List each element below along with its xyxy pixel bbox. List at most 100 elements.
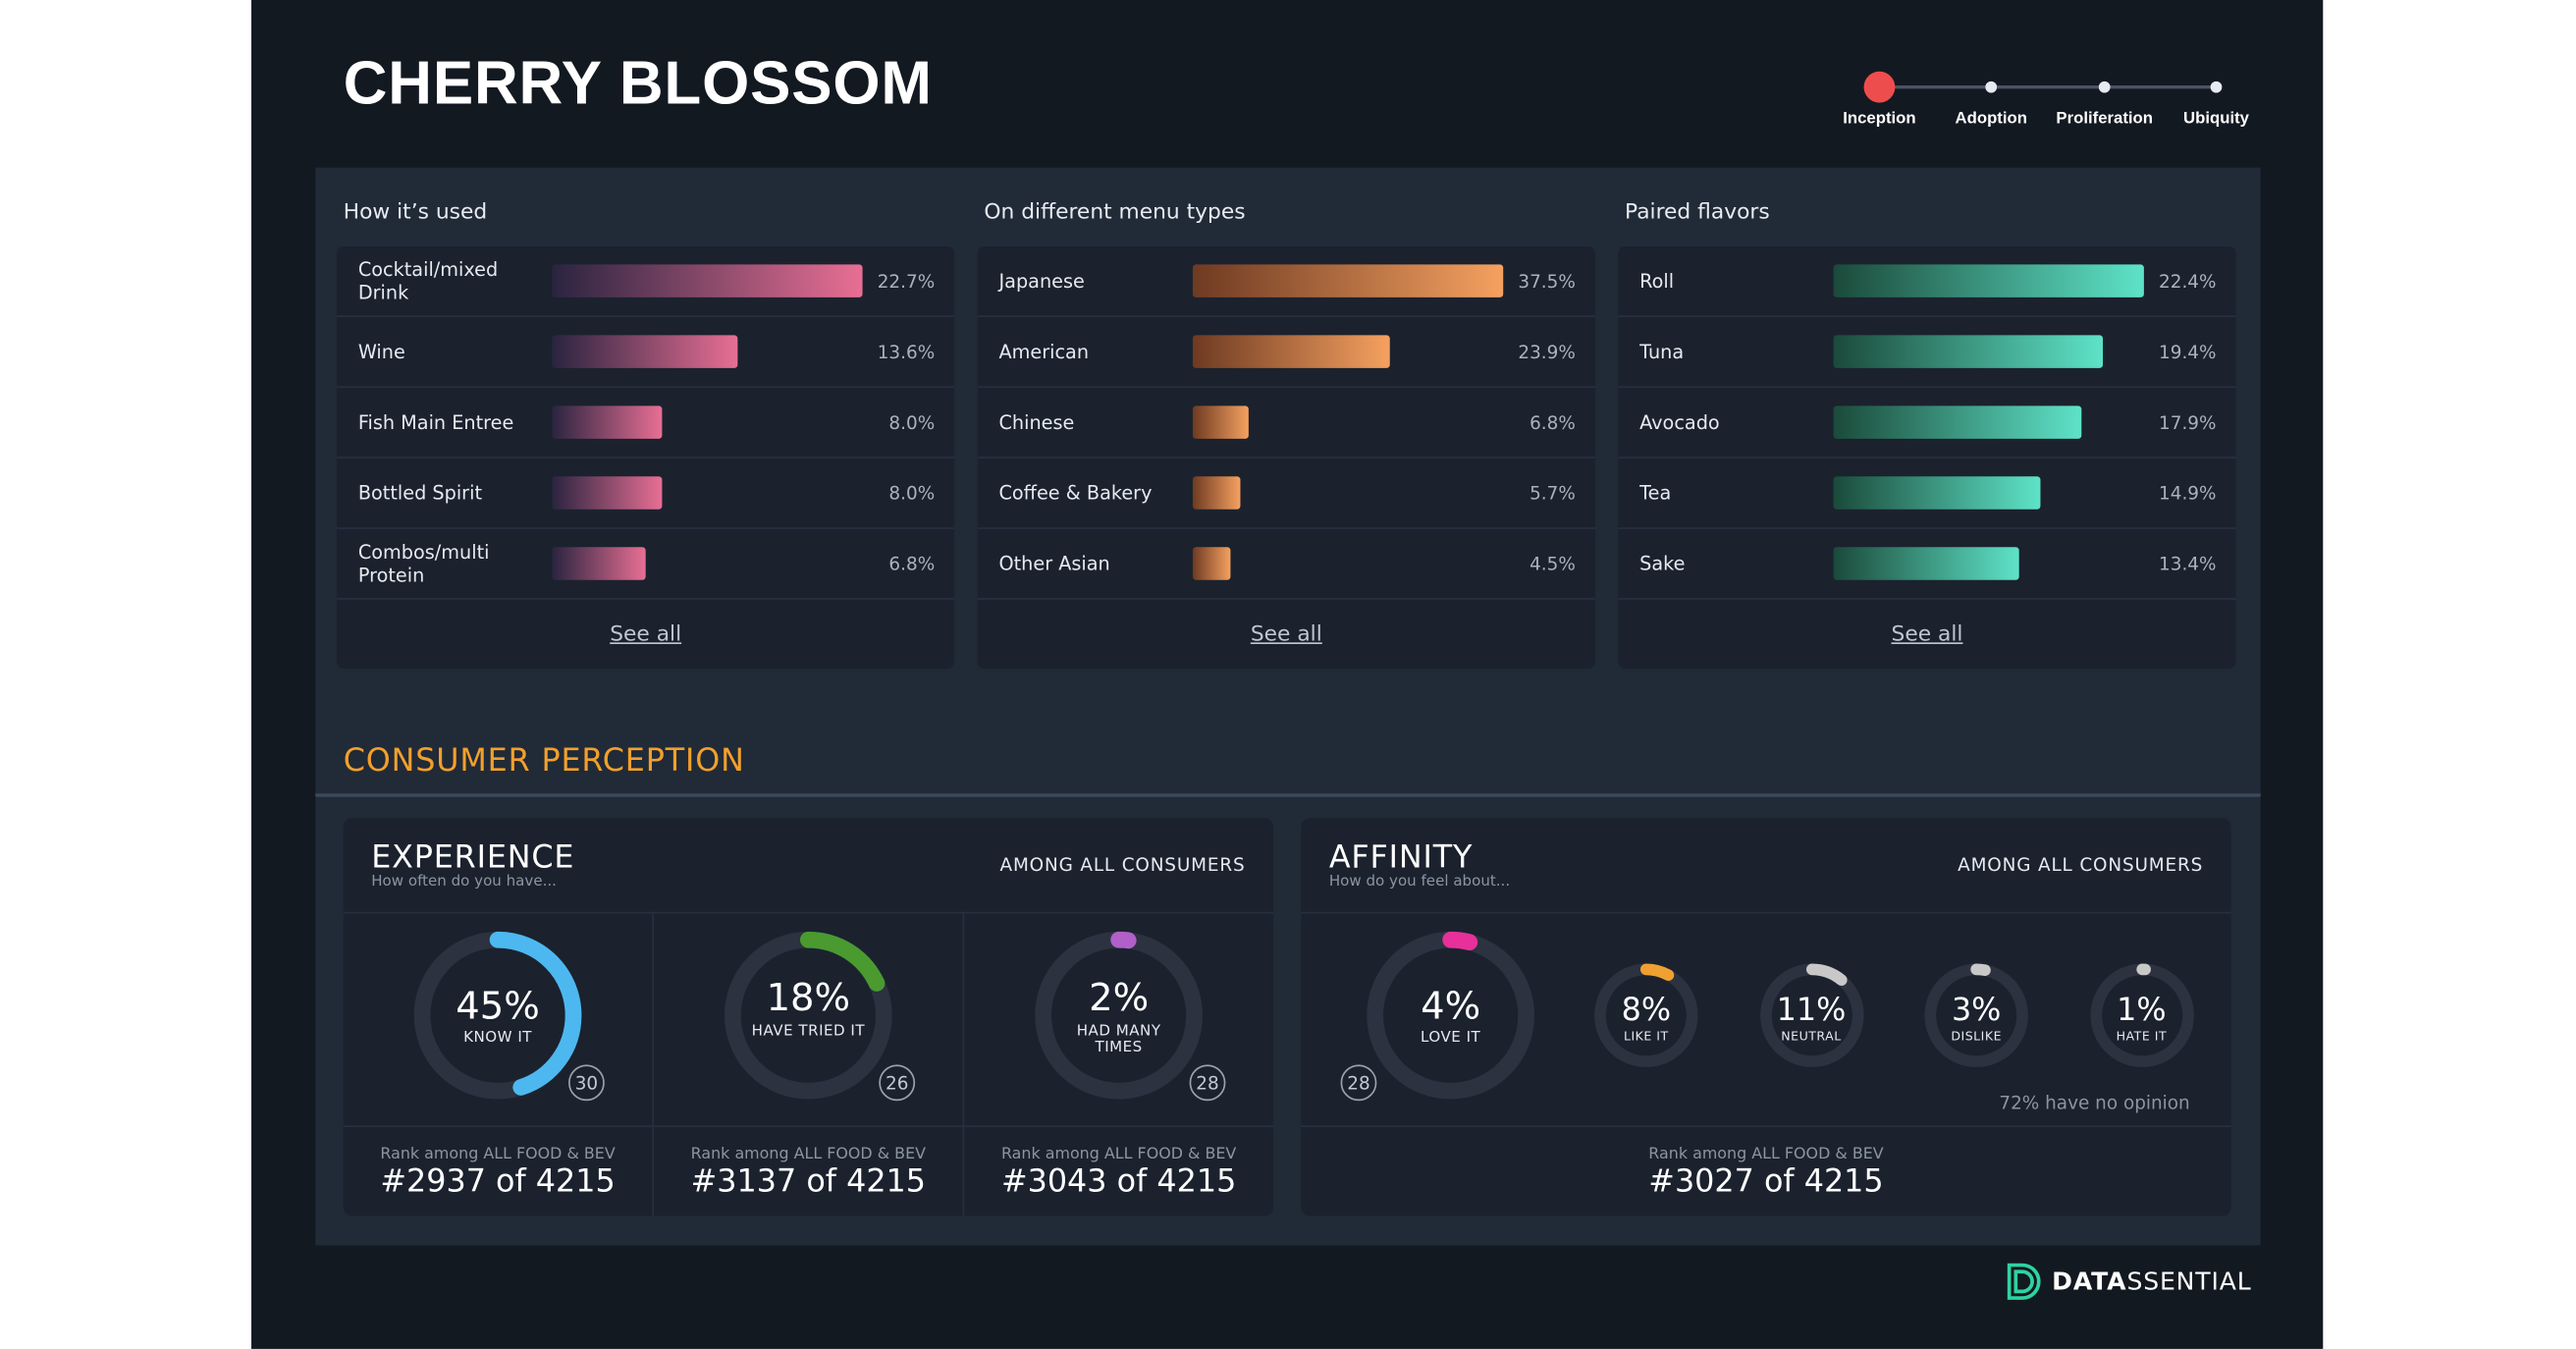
bar: [1833, 335, 2103, 368]
row-label: Wine: [357, 340, 405, 363]
table-row: Japanese 37.5%: [977, 246, 1595, 317]
donut-percent: 8%: [1621, 992, 1672, 1029]
donut-arc: [1594, 963, 1698, 1067]
consumer-perception-title: CONSUMER PERCEPTION: [343, 742, 745, 780]
affinity-rank-value: #3027 of 4215: [1648, 1162, 1884, 1200]
row-label: Bottled Spirit: [357, 481, 483, 505]
donut-label: KNOW IT: [463, 1030, 532, 1048]
donut-arc: [724, 931, 892, 1100]
rank-label: Rank among ALL FOOD & BEV: [380, 1145, 616, 1163]
experience-among-label: AMONG ALL CONSUMERS: [999, 854, 1246, 876]
row-label: Tea: [1639, 481, 1672, 505]
stage-label-proliferation: Proliferation: [2056, 110, 2154, 129]
row-value: 19.4%: [2159, 341, 2217, 363]
row-value: 37.5%: [1518, 270, 1576, 293]
section-card: Japanese 37.5% American 23.9% Chinese 6.8% Cof…: [977, 246, 1595, 670]
experience-donut: [413, 931, 582, 1100]
donut-label: HAD MANY TIMES: [1076, 1023, 1161, 1057]
table-row: Bottled Spirit 8.0%: [337, 459, 955, 529]
divider: [962, 911, 965, 1216]
bar: [1833, 405, 2082, 439]
rank-value: #2937 of 4215: [380, 1162, 616, 1200]
section-card: Cocktail/mixed Drink 22.7% Wine 13.6% Fish M…: [337, 246, 955, 670]
section-title: On different menu types: [984, 200, 1246, 226]
see-all-link[interactable]: See all: [1891, 621, 1963, 647]
table-row: Fish Main Entree 8.0%: [337, 388, 955, 459]
datassential-logo: DATASSENTIAL: [2005, 1262, 2252, 1301]
row-value: 22.4%: [2159, 270, 2217, 293]
table-row: Other Asian 4.5%: [977, 529, 1595, 600]
donut-percent: 18%: [766, 977, 851, 1021]
section-title: How it’s used: [343, 200, 488, 226]
row-label: Avocado: [1639, 410, 1720, 434]
table-row: Avocado 17.9%: [1618, 388, 2236, 459]
bar: [1833, 547, 2019, 580]
row-value: 13.6%: [877, 341, 936, 363]
donut-arc: [2089, 963, 2194, 1067]
rank-value: #3137 of 4215: [690, 1162, 927, 1200]
bar: [1833, 264, 2144, 297]
donut-arc: [1035, 931, 1203, 1100]
divider: [315, 793, 2261, 797]
no-opinion-note: 72% have no opinion: [1999, 1092, 2190, 1114]
bar: [552, 476, 662, 510]
row-value: 22.7%: [877, 270, 936, 293]
donut-percent: 4%: [1421, 986, 1481, 1029]
divider: [652, 911, 655, 1216]
donut-percent: 45%: [456, 986, 540, 1029]
donut-percent: 1%: [2117, 992, 2167, 1029]
table-row: Cocktail/mixed Drink 22.7%: [337, 246, 955, 317]
experience-donut: [1035, 931, 1203, 1100]
rank-badge: 28: [1189, 1064, 1226, 1102]
row-label: Japanese: [998, 269, 1085, 293]
see-all-link[interactable]: See all: [1250, 621, 1322, 647]
row-value: 5.7%: [1530, 482, 1576, 504]
donut-percent: 11%: [1776, 992, 1847, 1029]
row-label: Coffee & Bakery: [998, 481, 1153, 505]
donut-arc: [1924, 963, 2028, 1067]
love-it-donut: [1367, 931, 1535, 1100]
table-row: Combos/multi Protein 6.8%: [337, 529, 955, 600]
row-label: Cocktail/mixed Drink: [357, 257, 499, 304]
table-row: Coffee & Bakery 5.7%: [977, 459, 1595, 529]
page-title: CHERRY BLOSSOM: [343, 49, 933, 117]
row-label: Sake: [1639, 552, 1686, 575]
stage-label-inception: Inception: [1843, 110, 1916, 129]
affinity-donut: [1924, 963, 2028, 1067]
table-row: Chinese 6.8%: [977, 388, 1595, 459]
table-row: Roll 22.4%: [1618, 246, 2236, 317]
bar: [1192, 335, 1391, 368]
experience-donut: [724, 931, 892, 1100]
stage-dot-proliferation: [2098, 81, 2111, 93]
donut-label: HAVE TRIED IT: [751, 1023, 866, 1041]
bar: [552, 547, 646, 580]
section-card: Roll 22.4% Tuna 19.4% Avocado 17.9% Tea 14.9% Sa…: [1618, 246, 2236, 670]
row-value: 8.0%: [888, 482, 936, 504]
bar: [1192, 547, 1230, 580]
donut-label: NEUTRAL: [1781, 1028, 1842, 1044]
divider: [1301, 911, 2231, 914]
affinity-donut: [1594, 963, 1698, 1067]
bar: [552, 335, 738, 368]
see-all-link[interactable]: See all: [610, 621, 682, 647]
stage-dot-adoption: [1985, 81, 1998, 93]
affinity-subtitle: How do you feel about...: [1328, 874, 1511, 891]
row-value: 13.4%: [2159, 553, 2217, 574]
row-label: Combos/multi Protein: [357, 540, 490, 587]
rank-badge: 26: [879, 1064, 916, 1102]
bar: [552, 405, 662, 439]
bar: [552, 264, 863, 297]
stage-label-ubiquity: Ubiquity: [2183, 110, 2249, 129]
table-row: Wine 13.6%: [337, 317, 955, 388]
row-value: 6.8%: [1530, 411, 1576, 433]
bar: [1192, 405, 1250, 439]
donut-arc: [413, 931, 582, 1100]
row-value: 14.9%: [2159, 482, 2217, 504]
row-label: Chinese: [998, 410, 1075, 434]
donut-label: HATE IT: [2116, 1028, 2168, 1044]
logo-text: DATASSENTIAL: [2052, 1267, 2252, 1297]
row-value: 4.5%: [1530, 553, 1576, 574]
donut-percent: 2%: [1089, 977, 1150, 1021]
stage-dot-inception: [1863, 71, 1896, 103]
divider: [343, 911, 1273, 914]
